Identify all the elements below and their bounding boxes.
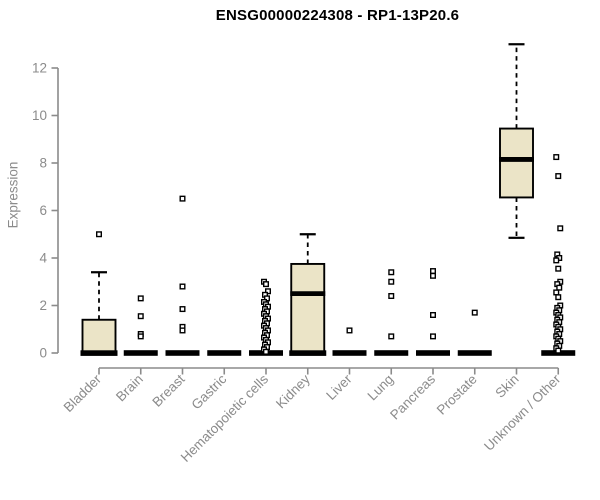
y-tick-label: 12 (32, 61, 47, 76)
outlier-point (555, 347, 562, 354)
box-Kidney (290, 262, 326, 354)
x-tick-label: Bladder (61, 371, 105, 415)
outlier-point (179, 327, 186, 334)
outlier-point (137, 333, 144, 340)
outlier-point (388, 269, 395, 276)
outlier-point (555, 265, 562, 272)
outlier-point (179, 283, 186, 290)
y-tick-label: 4 (39, 251, 47, 266)
outlier-point (179, 306, 186, 313)
x-tick-label: Breast (149, 371, 187, 409)
collapsed-box-Prostate (457, 350, 492, 356)
outlier-point (263, 348, 270, 355)
outlier-point (388, 293, 395, 300)
x-tick-label: Pancreas (387, 371, 438, 422)
x-tick-label: Liver (323, 371, 355, 403)
outlier-point (553, 154, 560, 161)
outlier-point (137, 295, 144, 302)
outlier-point (471, 309, 478, 316)
outlier-point (430, 312, 437, 319)
y-tick-label: 8 (39, 156, 47, 171)
collapsed-box-Lung (374, 350, 409, 356)
y-tick-label: 6 (39, 203, 47, 218)
y-tick-label: 0 (39, 346, 47, 361)
outlier-point (557, 225, 564, 232)
chart-title: ENSG00000224308 - RP1-13P20.6 (215, 7, 460, 24)
x-tick-label: Unknown / Other (481, 371, 564, 454)
x-tick-label: Brain (113, 372, 146, 405)
outlier-point (263, 281, 270, 288)
zero-floor-bar (289, 350, 327, 356)
outlier-point (553, 257, 560, 264)
outlier-point (346, 327, 353, 334)
outlier-point (555, 294, 562, 301)
box-Skin (499, 127, 534, 199)
collapsed-box-Liver (332, 350, 367, 356)
outlier-point (430, 268, 437, 275)
outlier-point (179, 195, 186, 202)
outlier-point (553, 289, 560, 296)
outlier-point (430, 272, 437, 279)
collapsed-box-Gastric (207, 350, 242, 356)
box-Bladder (81, 318, 117, 354)
y-tick-label: 2 (39, 298, 47, 313)
x-tick-label: Skin (492, 372, 521, 401)
outlier-point (556, 284, 563, 291)
outlier-point (388, 278, 395, 285)
outlier-point (95, 231, 102, 238)
x-tick-label: Prostate (434, 372, 480, 418)
x-tick-label: Kidney (273, 371, 313, 411)
collapsed-box-Breast (165, 350, 200, 356)
outlier-point (430, 333, 437, 340)
outlier-point (555, 173, 562, 180)
outlier-point (388, 333, 395, 340)
outlier-point (137, 313, 144, 320)
collapsed-box-Pancreas (416, 350, 450, 356)
x-tick-label: Lung (365, 372, 397, 404)
x-tick-label: Gastric (189, 371, 230, 412)
y-tick-label: 10 (32, 108, 47, 123)
collapsed-box-Brain (123, 350, 158, 356)
